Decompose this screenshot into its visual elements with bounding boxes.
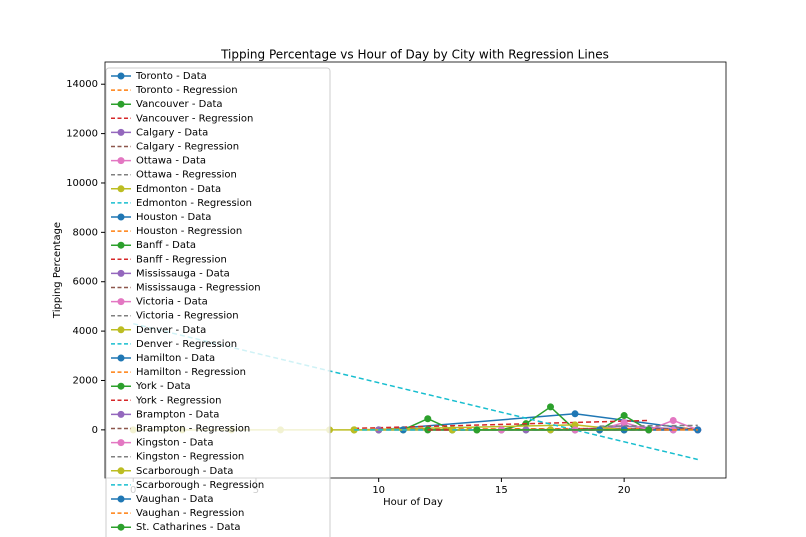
legend-label: St. Catharines - Data <box>136 522 241 533</box>
data-point <box>669 416 677 424</box>
legend-marker <box>117 128 125 136</box>
legend-marker <box>117 157 125 165</box>
legend-label: Denver - Data <box>136 325 206 336</box>
x-tick-label: 20 <box>618 485 631 496</box>
legend-label: Calgary - Regression <box>136 142 239 153</box>
x-tick-label: 15 <box>495 485 508 496</box>
legend-label: Brampton - Regression <box>136 424 250 435</box>
legend-label: Toronto - Regression <box>135 85 238 96</box>
legend-marker <box>117 467 125 475</box>
legend-label: Edmonton - Regression <box>136 198 252 209</box>
legend-marker <box>117 326 125 334</box>
legend-marker <box>117 241 125 249</box>
data-point <box>571 421 579 429</box>
legend-label: Hamilton - Regression <box>136 367 246 378</box>
x-tick-label: 10 <box>372 485 385 496</box>
legend-label: York - Regression <box>135 395 221 406</box>
legend-label: Kingston - Data <box>136 438 213 449</box>
y-tick-label: 10000 <box>66 178 98 189</box>
legend-label: Brampton - Data <box>136 409 219 420</box>
y-tick-label: 4000 <box>73 326 98 337</box>
legend-label: Calgary - Data <box>136 127 208 138</box>
legend-marker <box>117 185 125 193</box>
legend-label: Denver - Regression <box>136 339 237 350</box>
data-point <box>620 412 628 420</box>
data-point <box>645 426 653 434</box>
legend-label: Banff - Regression <box>136 254 227 265</box>
legend-label: York - Data <box>135 381 191 392</box>
legend-box <box>105 67 331 537</box>
chart-title: Tipping Percentage vs Hour of Day by Cit… <box>220 48 609 62</box>
legend-label: Edmonton - Data <box>136 184 221 195</box>
x-axis-label: Hour of Day <box>383 497 443 508</box>
y-tick-label: 6000 <box>73 277 98 288</box>
data-point <box>424 415 432 423</box>
legend-label: Hamilton - Data <box>136 353 215 364</box>
y-tick-label: 12000 <box>66 129 98 140</box>
legend-label: Victoria - Regression <box>136 311 239 322</box>
y-tick-label: 0 <box>92 425 98 436</box>
legend-label: Vaughan - Data <box>136 494 214 505</box>
legend-marker <box>117 213 125 221</box>
data-point <box>547 403 554 411</box>
regression-line <box>599 424 698 427</box>
legend-label: Vaughan - Regression <box>136 508 244 519</box>
data-point <box>473 426 481 434</box>
legend-marker <box>117 269 125 277</box>
legend-label: Scarborough - Regression <box>136 480 264 491</box>
legend-label: Vancouver - Data <box>136 99 223 110</box>
legend-label: Vancouver - Regression <box>136 113 253 124</box>
legend-marker <box>117 523 125 531</box>
legend-label: Houston - Regression <box>136 226 242 237</box>
legend: Toronto - Data Toronto - Regression Vancou… <box>105 67 331 537</box>
legend-marker <box>117 298 125 306</box>
legend-label: Ottawa - Data <box>136 156 206 167</box>
legend-marker <box>117 72 125 80</box>
legend-marker <box>117 100 125 108</box>
legend-label: Scarborough - Data <box>136 466 233 477</box>
legend-label: Kingston - Regression <box>136 452 244 463</box>
legend-label: Mississauga - Regression <box>136 283 261 294</box>
legend-marker <box>117 382 125 390</box>
legend-label: Houston - Data <box>136 212 211 223</box>
y-tick-label: 8000 <box>73 227 98 238</box>
legend-marker <box>117 354 125 362</box>
legend-marker <box>117 439 125 447</box>
legend-label: Mississauga - Data <box>136 268 230 279</box>
data-point <box>571 410 579 418</box>
y-axis-label: Tipping Percentage <box>52 222 63 319</box>
legend-label: Victoria - Data <box>136 297 208 308</box>
y-tick-label: 2000 <box>73 375 98 386</box>
legend-label: Banff - Data <box>136 240 196 251</box>
legend-label: Ottawa - Regression <box>136 170 237 181</box>
data-point <box>620 418 628 426</box>
plot-area <box>104 61 727 479</box>
legend-marker <box>117 495 125 503</box>
legend-label: Toronto - Data <box>135 71 207 82</box>
y-tick-label: 14000 <box>66 79 98 90</box>
legend-marker <box>117 410 125 418</box>
